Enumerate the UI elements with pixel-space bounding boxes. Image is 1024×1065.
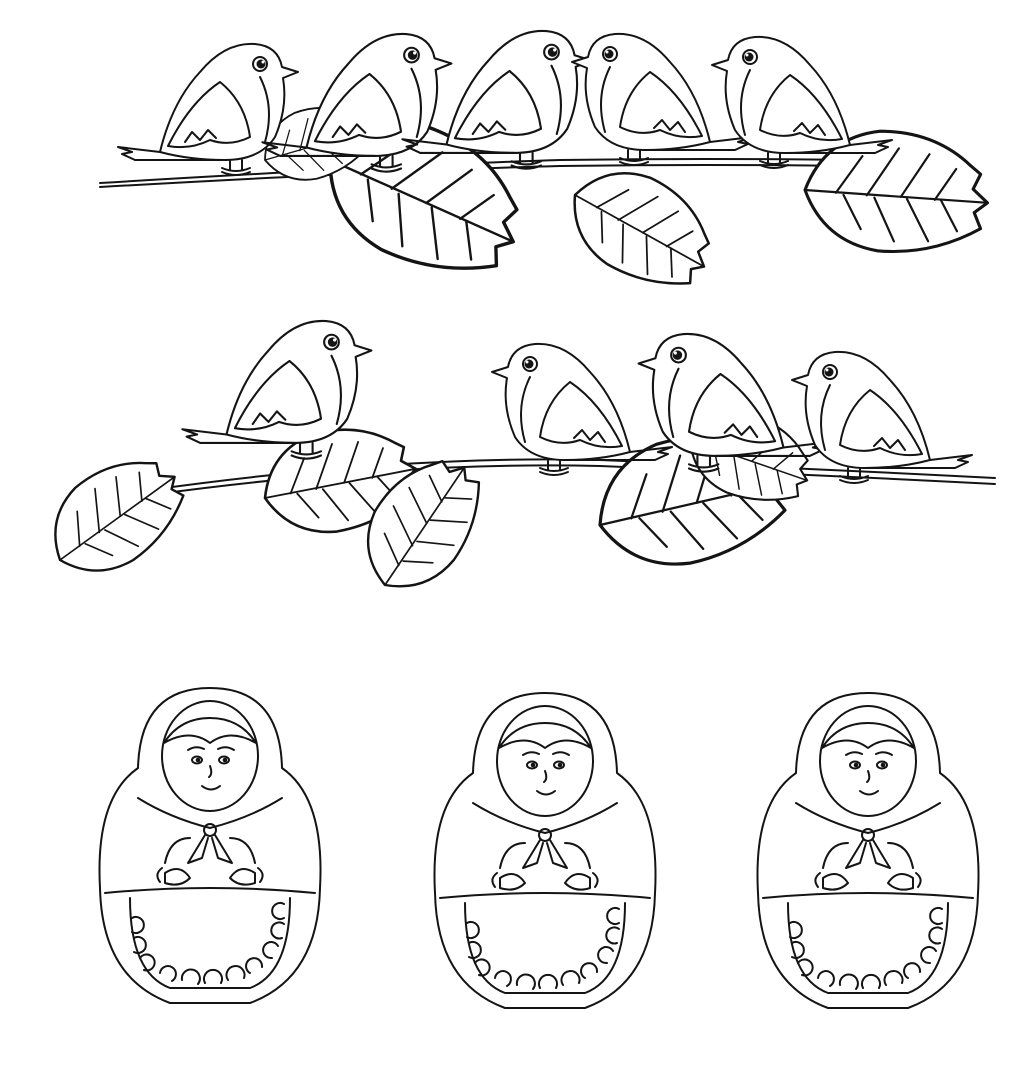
top-branch xyxy=(99,29,995,308)
dolls-row xyxy=(98,687,980,1009)
doll-3 xyxy=(756,692,980,1009)
middle-branch xyxy=(29,319,996,611)
doll-2 xyxy=(433,692,657,1009)
doll-1 xyxy=(98,687,322,1004)
top-branch-birds xyxy=(117,29,893,176)
middle-branch-birds xyxy=(181,319,973,484)
